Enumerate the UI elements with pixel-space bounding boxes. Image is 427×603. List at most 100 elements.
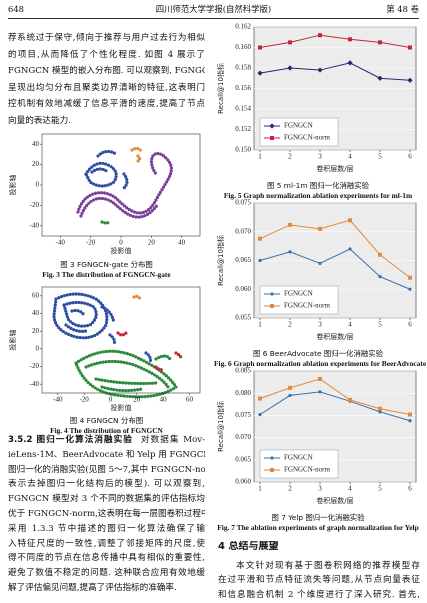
text-line: 表示去掉图归一化结构后的模型). 可以观察到, [8,479,205,490]
plot-frame [41,286,201,394]
legend-label: FGNGCN [284,122,313,130]
text-line: 的项目,从而降低了个性化程度. 如图 4 展示了 [8,49,205,60]
text-line: FGNGCN 模型的嵌入分布图. 可以观察到, FGNGCN [8,66,205,77]
legend-marker [269,123,275,129]
y-tick-label: 0.150 [235,146,251,154]
y-axis-label: Recall@10指标 [216,63,225,114]
y-tick-label: 0.070 [235,433,251,441]
data-point [258,236,262,241]
text-line: 呈现出均匀分布且聚类边界清晰的特征,这表明门 [8,82,205,93]
data-point [408,419,412,423]
data-point [348,247,352,251]
legend-marker [270,136,274,140]
x-axis-label: 投影值 [111,246,132,255]
legend-box [259,117,339,147]
x-tick-label: 1 [258,485,262,493]
scatter-cloud [76,146,173,225]
data-point [378,252,382,257]
x-tick-label: 1 [258,321,262,329]
legend-label: FGNGCN-norm [284,134,330,142]
data-line [259,219,411,279]
data-point [408,45,412,50]
y-tick-label: 0.055 [235,314,251,322]
text-line: 采用 1.3.3 节中描述的图归一化算法确保了输 [8,523,205,534]
figure-caption: Fig. 6 Graph normalization ablation expe… [214,359,427,368]
figure-6: 0.055 0.060 0.065 0.070 0.075 1 2 3 4 5 6 卷积层数/层 Rec… [216,199,417,341]
data-line [259,248,411,290]
legend-label: FGNGCN [284,290,313,298]
x-tick-label: 2 [288,321,292,329]
data-point [257,70,263,76]
y-axis-label: 投影轴 [8,330,17,351]
data-point [378,275,382,279]
x-axis-label: 投影值 [111,403,132,412]
data-point [378,40,382,45]
legend-marker [270,292,274,296]
data-point [347,60,353,66]
legend-box [259,449,339,479]
x-tick-label: 3 [318,321,322,329]
legend-marker [270,456,274,460]
x-axis-label: 卷积层数/层 [316,496,353,505]
y-tick-label: 20 [32,160,40,168]
y-tick-label: 20 [32,327,40,335]
data-line [259,391,411,422]
x-tick-label: -40 [56,239,66,247]
x-tick-label: 6 [408,153,412,161]
section-heading: 3.5.2 图归一化算法消融实验 [8,435,133,445]
text-line: 和信息融合机制 2 个维度进行了深入研究. 首先, [218,589,420,600]
data-point [258,412,262,417]
x-tick-label: 1 [258,153,262,161]
legend-box [259,285,339,315]
text-line: 避免了数值不稳定的问题. 这种联合应用有效地缓 [8,568,205,579]
plot-frame [41,133,201,237]
data-point [258,45,262,50]
data-point [318,33,322,38]
x-tick-label: 5 [378,485,382,493]
y-tick-label: 0.154 [235,105,251,113]
data-point [377,75,383,81]
figure-5: 0.150 0.152 0.154 0.156 0.158 0.160 0.162 1 2 3 4 5… [216,23,417,173]
text-line: 得不同度的节点在信息传播中具有相似的重要性, [8,553,205,564]
y-axis-label: Recall@10指标 [216,235,225,286]
legend-label: FGNGCN-norm [284,466,330,474]
text-line: ieLens-1M、BeerAdvocate 和 Yelp 用 FGNGCN 模… [8,449,205,460]
x-tick-label: 2 [288,485,292,493]
text-line: 荐系统过于保守,倾向于推荐与用户过去行为相似 [8,33,205,43]
page-number: 648 [8,4,24,14]
figure-caption: 图 4 FGNGCN 分布图 [69,416,144,425]
x-tick-label: 5 [378,321,382,329]
figure-7: 0.060 0.065 0.070 0.075 0.080 0.085 1 2 3 4 5 6 卷积层数… [216,367,417,505]
x-tick-label: 4 [348,321,352,329]
text-line: 控机制有效地减缓了信息平滑的速度,提高了节点 [8,99,205,110]
x-tick-label: 40 [178,239,186,247]
x-tick-label: 20 [133,396,141,404]
data-point [288,40,292,45]
figure-4: -40 -20 0 20 40 60 -40 -20 0 20 40 60 投影值 投影轴 [8,286,201,412]
data-point [287,65,293,71]
x-tick-label: 5 [378,153,382,161]
y-tick-label: 0.085 [235,367,251,375]
data-point [408,275,412,280]
data-line [259,34,411,48]
legend-label: FGNGCN [284,454,313,462]
y-tick-label: 0.065 [235,455,251,463]
x-tick-label: 60 [186,396,194,404]
figure-caption: Fig. 3 The distribution of FGNGCN-gate [42,270,171,279]
data-point [288,222,292,227]
x-tick-label: 0 [119,239,123,247]
x-tick-label: 6 [408,485,412,493]
text-line: 图归一化的消融实验(见图 5～7,其中 FGNGCN-norm [8,464,205,475]
data-point [318,226,322,231]
y-tick-label: 40 [32,309,40,317]
y-tick-label: -40 [30,380,40,388]
text-line: FGNGCN 模型对 3 个不同的数据集的评估指标均 [8,494,205,505]
x-tick-label: -40 [53,396,63,404]
x-tick-label: 0 [109,396,113,404]
data-point [318,390,322,394]
y-tick-label: 0.156 [235,84,251,92]
text-line: 3.5.2 图归一化算法消融实验 对数据集 Mov- [8,434,205,446]
data-point [348,397,352,402]
y-tick-label: -40 [30,221,40,229]
